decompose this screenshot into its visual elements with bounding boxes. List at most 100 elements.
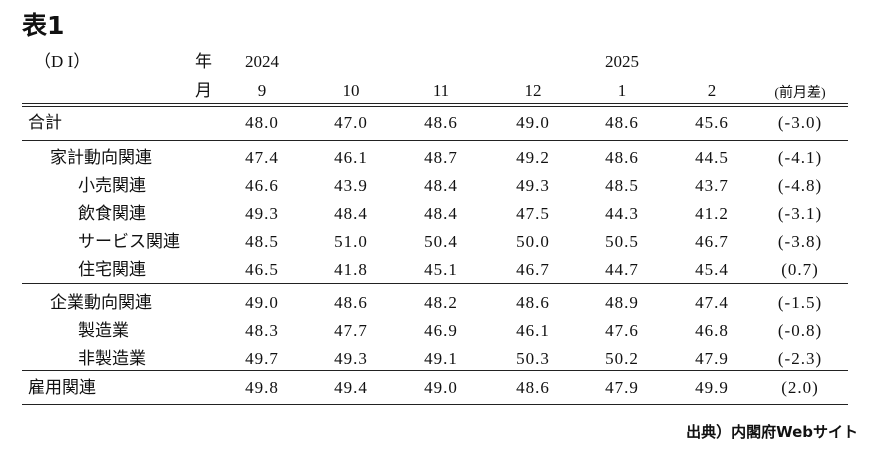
cell-value: 49.3 — [334, 349, 368, 368]
cell-value: 50.5 — [605, 232, 639, 251]
rule — [22, 404, 848, 405]
cell-value: 49.0 — [516, 113, 550, 132]
cell-value: 48.6 — [605, 113, 639, 132]
cell-value: 47.0 — [334, 113, 368, 132]
cell-value: 48.4 — [334, 204, 368, 223]
row-label: 家計動向関連 — [50, 148, 152, 167]
cell-value: 50.4 — [424, 232, 458, 251]
cell-value: 48.4 — [424, 204, 458, 223]
cell-value: 49.8 — [245, 378, 279, 397]
year: 2024 — [245, 52, 279, 71]
cell-value: 41.2 — [695, 204, 729, 223]
rule — [22, 283, 848, 284]
cell-value: 46.9 — [424, 321, 458, 340]
cell-value: 48.6 — [516, 378, 550, 397]
cell-value: 48.7 — [424, 148, 458, 167]
row-label: 企業動向関連 — [50, 293, 152, 312]
cell-value: 49.7 — [245, 349, 279, 368]
diff-value: (-4.8) — [777, 176, 823, 195]
cell-value: 48.5 — [605, 176, 639, 195]
cell-value: 46.1 — [516, 321, 550, 340]
cell-value: 46.7 — [516, 260, 550, 279]
cell-value: 45.1 — [424, 260, 458, 279]
row-label: 小売関連 — [78, 176, 146, 195]
cell-value: 44.5 — [695, 148, 729, 167]
cell-value: 49.3 — [245, 204, 279, 223]
year-label: 年 — [195, 52, 212, 71]
cell-value: 49.2 — [516, 148, 550, 167]
cell-value: 49.1 — [424, 349, 458, 368]
row-label: 合計 — [28, 113, 62, 132]
row-label: 雇用関連 — [28, 378, 96, 397]
cell-value: 50.3 — [516, 349, 550, 368]
diff-value: (0.7) — [781, 260, 819, 279]
cell-value: 49.9 — [695, 378, 729, 397]
diff-value: (-0.8) — [777, 321, 823, 340]
cell-value: 47.5 — [516, 204, 550, 223]
cell-value: 48.5 — [245, 232, 279, 251]
table-title: 表1 — [22, 11, 65, 40]
row-label: 住宅関連 — [78, 260, 146, 279]
cell-value: 46.8 — [695, 321, 729, 340]
cell-value: 46.1 — [334, 148, 368, 167]
cell-value: 48.6 — [516, 293, 550, 312]
cell-value: 46.7 — [695, 232, 729, 251]
month: 1 — [617, 81, 627, 100]
row-label: 製造業 — [78, 321, 129, 340]
diff-value: (-2.3) — [777, 349, 823, 368]
diff-value: (-1.5) — [777, 293, 823, 312]
source-note: 出典）内閣府Webサイト — [686, 423, 858, 441]
cell-value: 47.6 — [605, 321, 639, 340]
month-label: 月 — [195, 81, 212, 100]
cell-value: 48.0 — [245, 113, 279, 132]
month: 11 — [432, 81, 450, 100]
cell-value: 46.5 — [245, 260, 279, 279]
cell-value: 47.9 — [605, 378, 639, 397]
month: 10 — [342, 81, 360, 100]
cell-value: 48.4 — [424, 176, 458, 195]
cell-value: 46.6 — [245, 176, 279, 195]
diff-header: (前月差) — [774, 86, 826, 101]
cell-value: 45.4 — [695, 260, 729, 279]
cell-value: 48.9 — [605, 293, 639, 312]
diff-value: (-4.1) — [777, 148, 823, 167]
rule — [22, 370, 848, 371]
cell-value: 49.3 — [516, 176, 550, 195]
cell-value: 49.4 — [334, 378, 368, 397]
cell-value: 48.2 — [424, 293, 458, 312]
month: 9 — [257, 81, 267, 100]
row-label: 非製造業 — [78, 349, 146, 368]
cell-value: 48.6 — [424, 113, 458, 132]
cell-value: 47.9 — [695, 349, 729, 368]
cell-value: 43.7 — [695, 176, 729, 195]
cell-value: 43.9 — [334, 176, 368, 195]
diff-value: (-3.1) — [777, 204, 823, 223]
cell-value: 51.0 — [334, 232, 368, 251]
rule — [22, 140, 848, 141]
cell-value: 50.0 — [516, 232, 550, 251]
row-label: 飲食関連 — [78, 204, 146, 223]
month: 12 — [524, 81, 542, 100]
diff-value: (2.0) — [781, 378, 819, 397]
cell-value: 47.4 — [245, 148, 279, 167]
cell-value: 47.4 — [695, 293, 729, 312]
cell-value: 41.8 — [334, 260, 368, 279]
diff-value: (-3.8) — [777, 232, 823, 251]
cell-value: 44.7 — [605, 260, 639, 279]
rule — [22, 106, 848, 107]
di-label: （D I） — [34, 52, 91, 71]
cell-value: 49.0 — [424, 378, 458, 397]
cell-value: 47.7 — [334, 321, 368, 340]
cell-value: 44.3 — [605, 204, 639, 223]
row-label: サービス関連 — [78, 232, 180, 251]
cell-value: 50.2 — [605, 349, 639, 368]
cell-value: 48.6 — [605, 148, 639, 167]
cell-value: 49.0 — [245, 293, 279, 312]
cell-value: 48.3 — [245, 321, 279, 340]
month: 2 — [707, 81, 717, 100]
diff-value: (-3.0) — [777, 113, 823, 132]
cell-value: 45.6 — [695, 113, 729, 132]
rule — [22, 103, 848, 104]
year: 2025 — [605, 52, 639, 71]
